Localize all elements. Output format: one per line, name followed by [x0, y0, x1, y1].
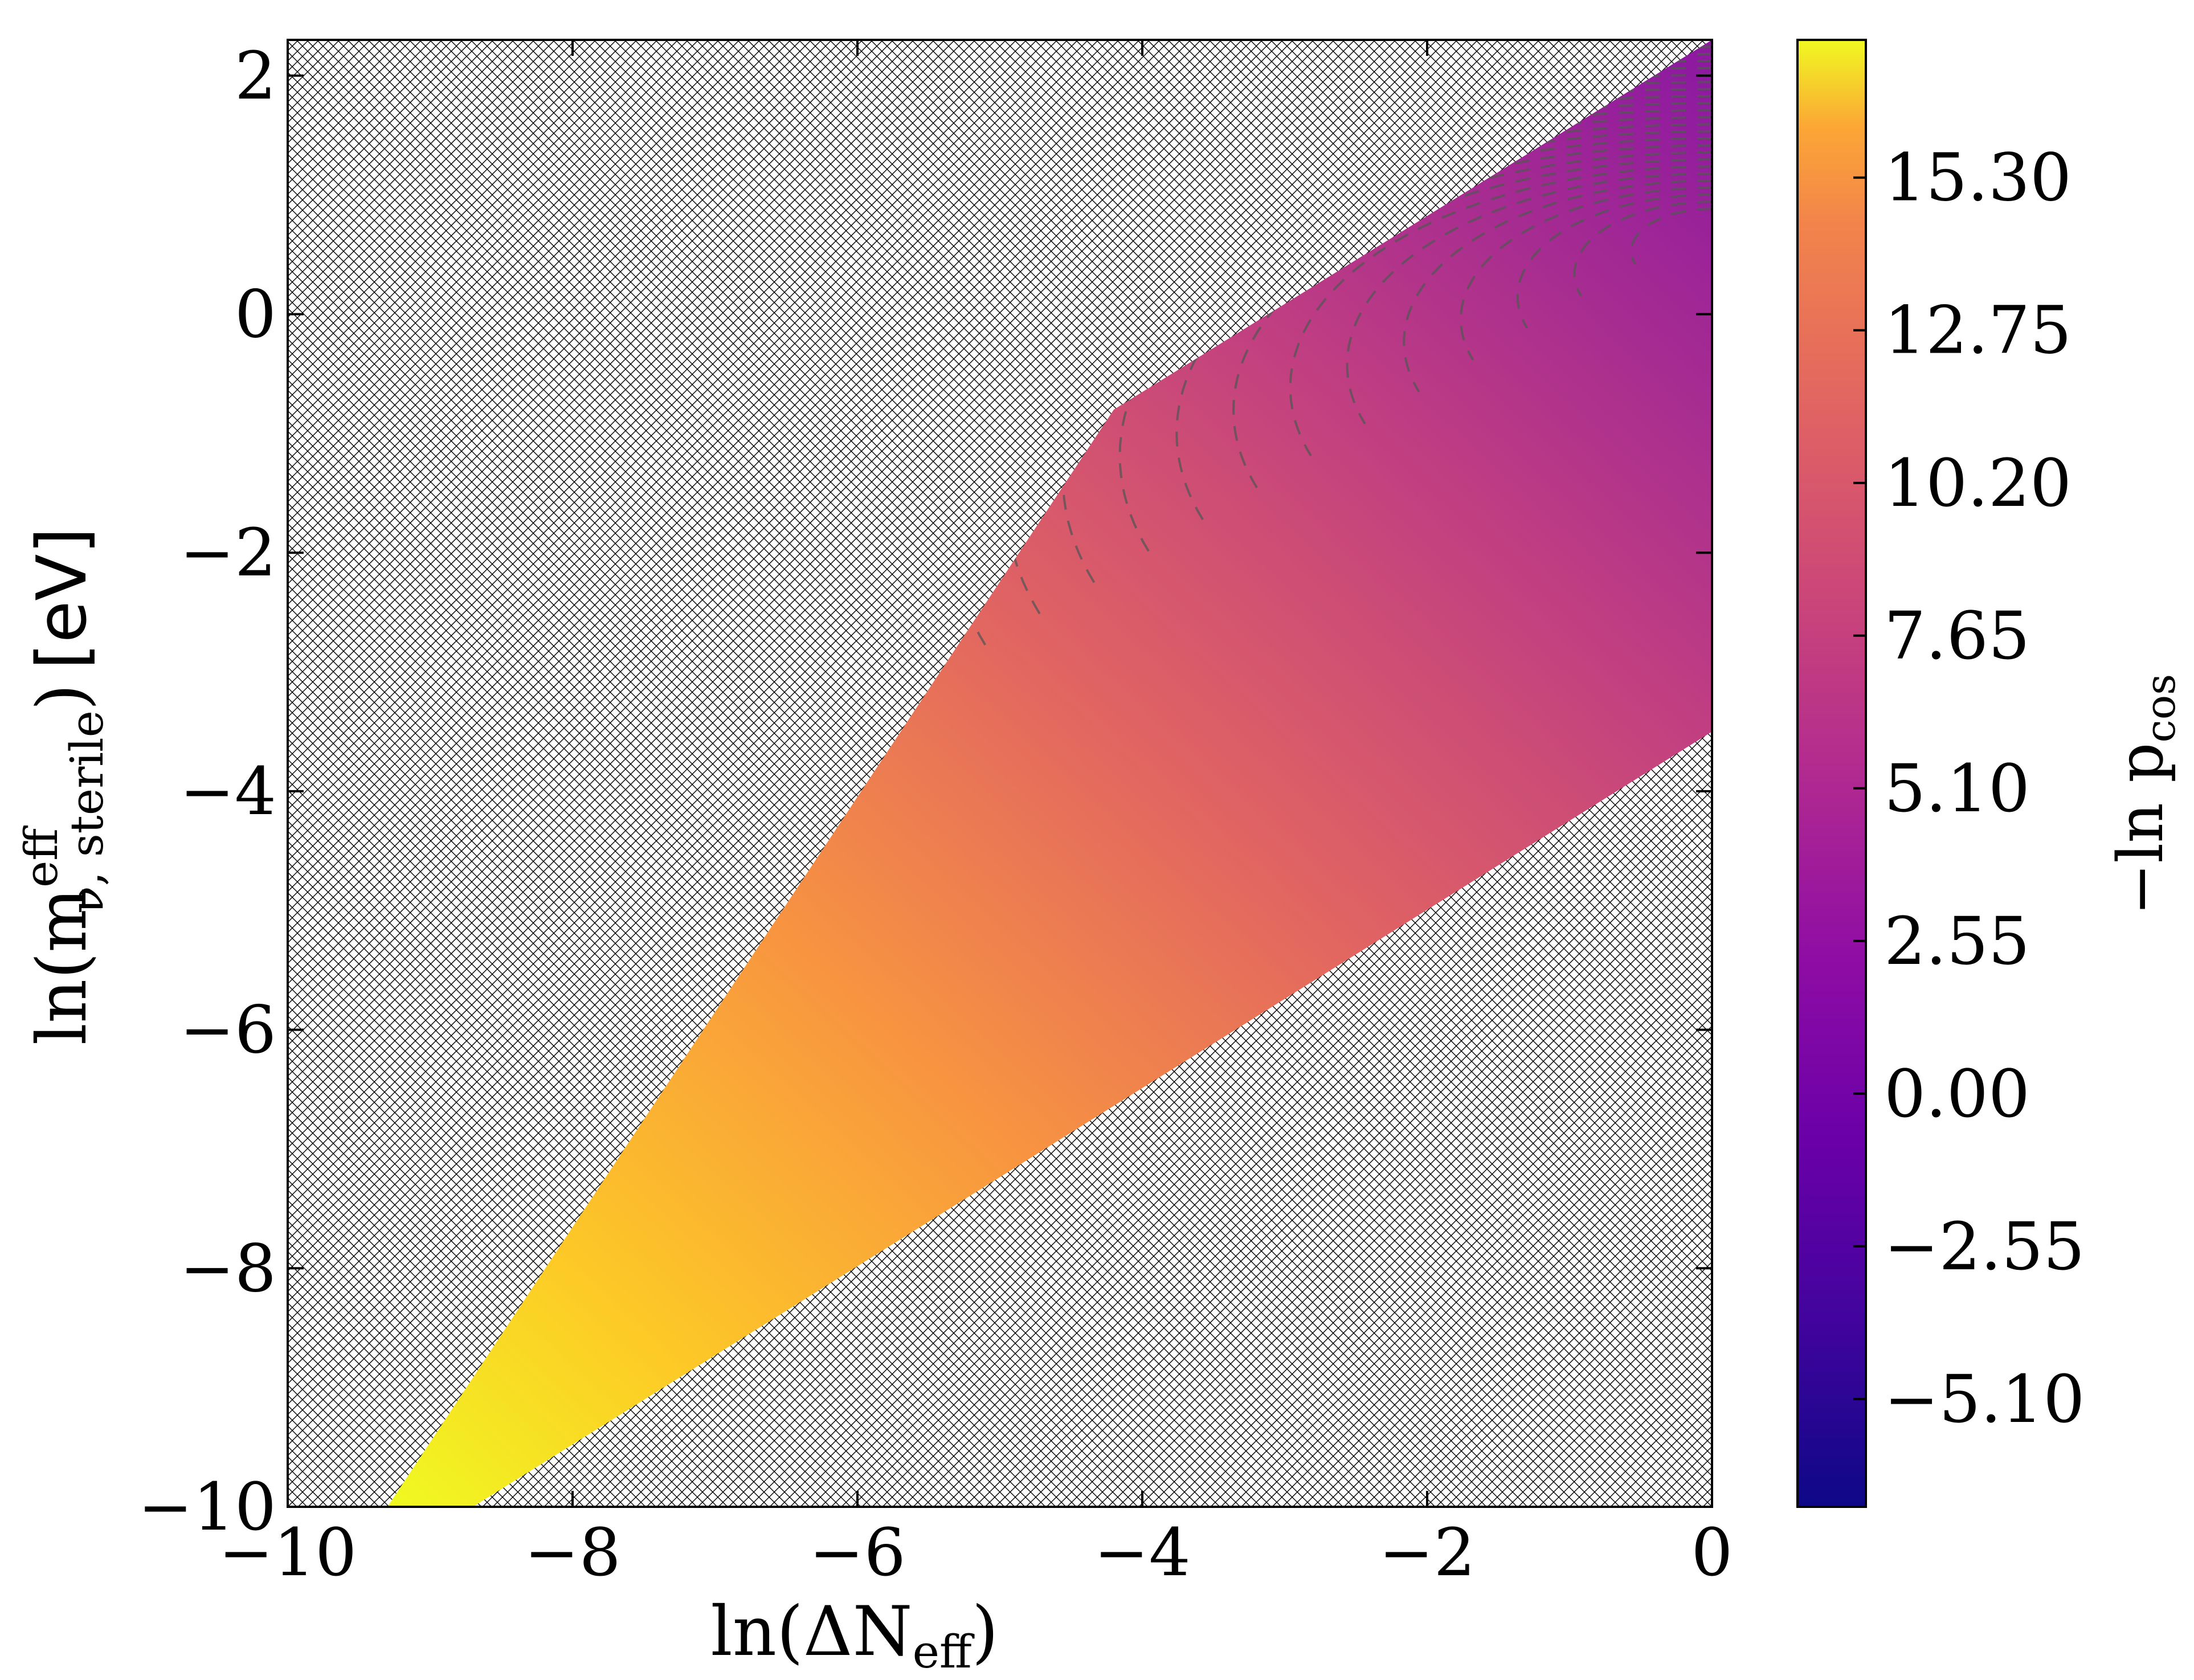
x-tick-label: −4	[1094, 1515, 1191, 1591]
contour-line	[1459, 186, 1712, 361]
y-tick-label: 0	[235, 277, 276, 353]
y-tick-label: −4	[179, 754, 276, 830]
y-axis-title: ln(meffν, sterile)[eV]	[15, 528, 113, 1045]
y-tick-label: 2	[235, 38, 276, 115]
contour-line	[1403, 179, 1712, 393]
plot-frame	[287, 39, 1713, 1508]
colorbar-tick-label: 0.00	[1884, 1056, 2030, 1133]
y-axis-ticks: −10 −8 −6 −4 −2 0 2	[138, 38, 1712, 1546]
contour-line	[1573, 201, 1712, 297]
x-axis-title: ln(ΔNeff)	[710, 1592, 998, 1678]
colorbar-tick-label: 7.65	[1884, 598, 2030, 675]
contour-line	[1346, 172, 1712, 424]
colorbar-tick-label: 12.75	[1884, 293, 2072, 369]
x-tick-label: 0	[1691, 1515, 1733, 1591]
y-tick-label: −10	[138, 1469, 276, 1546]
allowed-region	[387, 40, 1712, 1507]
y-tick-label: −2	[179, 515, 276, 591]
colorbar-tick-label: 5.10	[1884, 751, 2030, 827]
colorbar-title: −ln pcos	[2104, 674, 2184, 915]
x-tick-label: −6	[809, 1515, 906, 1591]
x-axis-ticks: −10 −8 −6 −4 −2 0	[219, 40, 1733, 1591]
colorbar-ticks: 15.30 12.75 10.20 7.65 5.10 2.55 0.00 −2.55 −5.1…	[1853, 140, 2085, 1438]
colorbar-tick-label: 15.30	[1884, 140, 2072, 216]
contour-line	[1516, 193, 1712, 329]
y-tick-label: −8	[179, 1231, 276, 1307]
colorbar-tick-label: −2.55	[1884, 1209, 2085, 1285]
colorbar	[1796, 39, 1867, 1508]
x-tick-label: −10	[219, 1515, 357, 1591]
x-tick-label: −8	[524, 1515, 621, 1591]
x-tick-label: −2	[1379, 1515, 1476, 1591]
colorbar-tick-label: 2.55	[1884, 904, 2030, 980]
colorbar-tick-label: 10.20	[1884, 445, 2072, 522]
colorbar-tick-label: −5.10	[1884, 1362, 2085, 1438]
y-tick-label: −6	[179, 992, 276, 1069]
